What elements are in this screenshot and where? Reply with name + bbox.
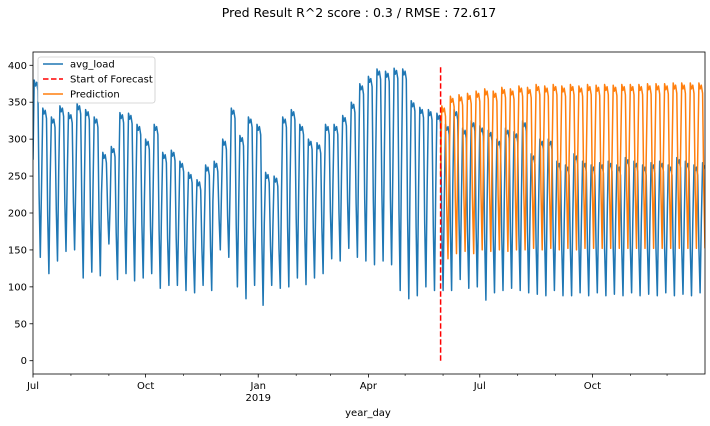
y-tick-label: 150 [8,245,27,256]
x-tick-label: Oct [584,381,601,392]
legend-entry: avg_load [70,60,115,71]
x-tick-label: Jul [473,381,486,392]
x-axis-label: year_day [345,408,391,419]
y-tick-label: 250 [8,172,27,183]
y-tick-label: 50 [14,319,27,330]
x-tick-label: Apr [360,381,378,392]
x-tick-sublabel: 2019 [245,393,270,404]
x-tick-label: Oct [137,381,154,392]
y-tick-label: 300 [8,135,27,146]
y-tick-label: 100 [8,282,27,293]
y-tick-label: 350 [8,98,27,109]
series-line-prediction [439,82,705,260]
chart-title: Pred Result R^2 score : 0.3 / RMSE : 72.… [222,5,496,20]
legend: avg_load Start of Forecast Prediction [37,56,156,104]
legend-box [37,56,156,104]
legend-entry: Start of Forecast [70,75,153,86]
series-line-avg-load [33,67,705,307]
y-tick-label: 200 [8,209,27,220]
axes-frame [32,51,706,375]
x-tick-label: Jan [250,381,266,392]
legend-entry: Prediction [70,90,120,101]
x-tick-label: Jul [26,381,39,392]
y-tick-label: 400 [8,61,27,72]
y-tick-label: 0 [21,356,27,367]
